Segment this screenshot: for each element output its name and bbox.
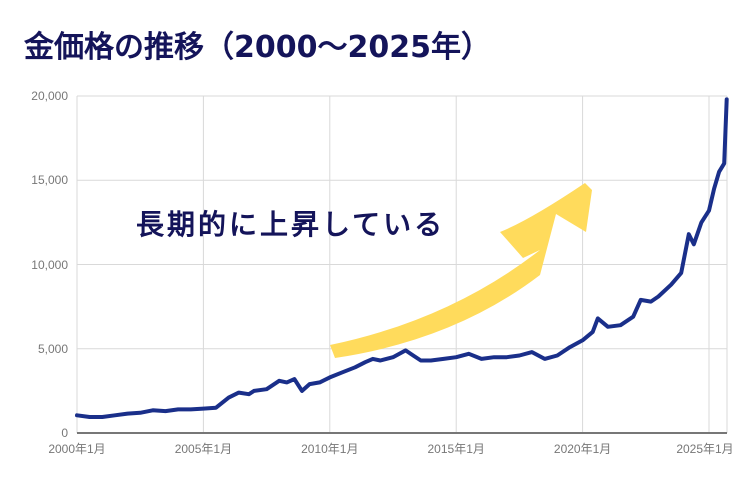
- y-tick-label: 15,000: [31, 173, 68, 188]
- trend-annotation: 長期的に上昇している: [136, 208, 446, 241]
- x-tick-label: 2025年1月: [676, 442, 734, 456]
- trend-arrow-icon: [330, 183, 592, 358]
- x-tick-label: 2000年1月: [48, 442, 106, 456]
- gold-price-line: [75, 97, 729, 419]
- chart-title: 金価格の推移（2000〜2025年）: [24, 30, 491, 65]
- gridlines: [76, 95, 728, 433]
- y-tick-label: 20,000: [31, 89, 68, 103]
- x-tick-label: 2005年1月: [174, 442, 233, 456]
- x-tick-label: 2020年1月: [553, 442, 612, 456]
- y-tick-label: 5,000: [37, 341, 68, 356]
- x-tick-label: 2015年1月: [427, 442, 485, 456]
- y-tick-label: 0: [61, 426, 68, 440]
- y-tick-label: 10,000: [31, 257, 68, 272]
- x-tick-label: 2010年1月: [301, 442, 359, 456]
